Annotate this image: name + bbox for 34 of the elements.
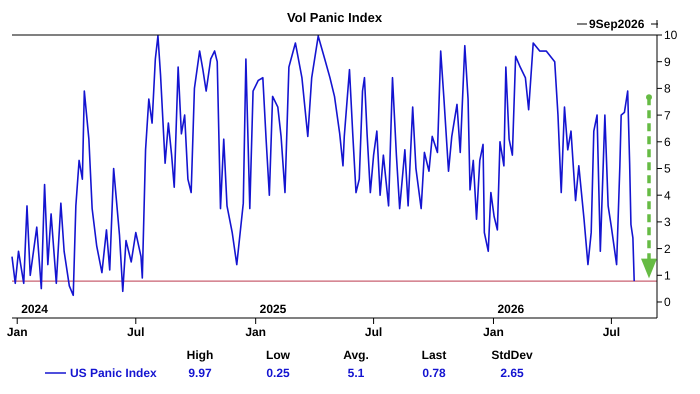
y-tick-label: 3 [664, 215, 671, 230]
y-tick-label: 5 [664, 162, 671, 176]
text: StdDev [491, 348, 533, 362]
y-tick-label: 2 [664, 242, 671, 256]
y-tick-label: 9 [664, 54, 671, 69]
text: High [186, 348, 214, 362]
text: Low [266, 348, 291, 362]
x-tick-label: Jul [127, 325, 144, 339]
text: 0.25 [266, 366, 290, 380]
x-tick-label: Jul [364, 325, 382, 339]
y-tick-label: 8 [664, 82, 671, 96]
annotation: 2025 [260, 302, 287, 316]
annotation: 2024 [21, 302, 48, 316]
y-tick-label: 4 [664, 188, 671, 202]
legend-label: US Panic Index [70, 366, 158, 380]
y-tick-label: 0 [664, 295, 671, 310]
x-tick-label: Jul [602, 325, 620, 339]
text: 2.65 [500, 366, 524, 380]
chart-title: Vol Panic Index [286, 10, 383, 25]
x-tick-label: Jan [6, 325, 28, 339]
x-tick-label: Jan [245, 325, 266, 339]
x-tick-label: Jan [483, 325, 504, 339]
line-series [11, 35, 635, 296]
text: 9.97 [188, 366, 212, 380]
annotation: 2026 [497, 302, 524, 316]
text: 0.78 [422, 366, 446, 380]
y-tick-label: 10 [664, 28, 678, 42]
text: 9Sep2026 [589, 17, 645, 31]
text: Avg. [343, 348, 369, 362]
y-tick-label: 1 [664, 268, 671, 282]
text: Last [422, 348, 446, 362]
y-tick-label: 7 [664, 108, 671, 122]
text: 5.1 [348, 366, 365, 380]
y-tick-label: 6 [664, 134, 671, 149]
